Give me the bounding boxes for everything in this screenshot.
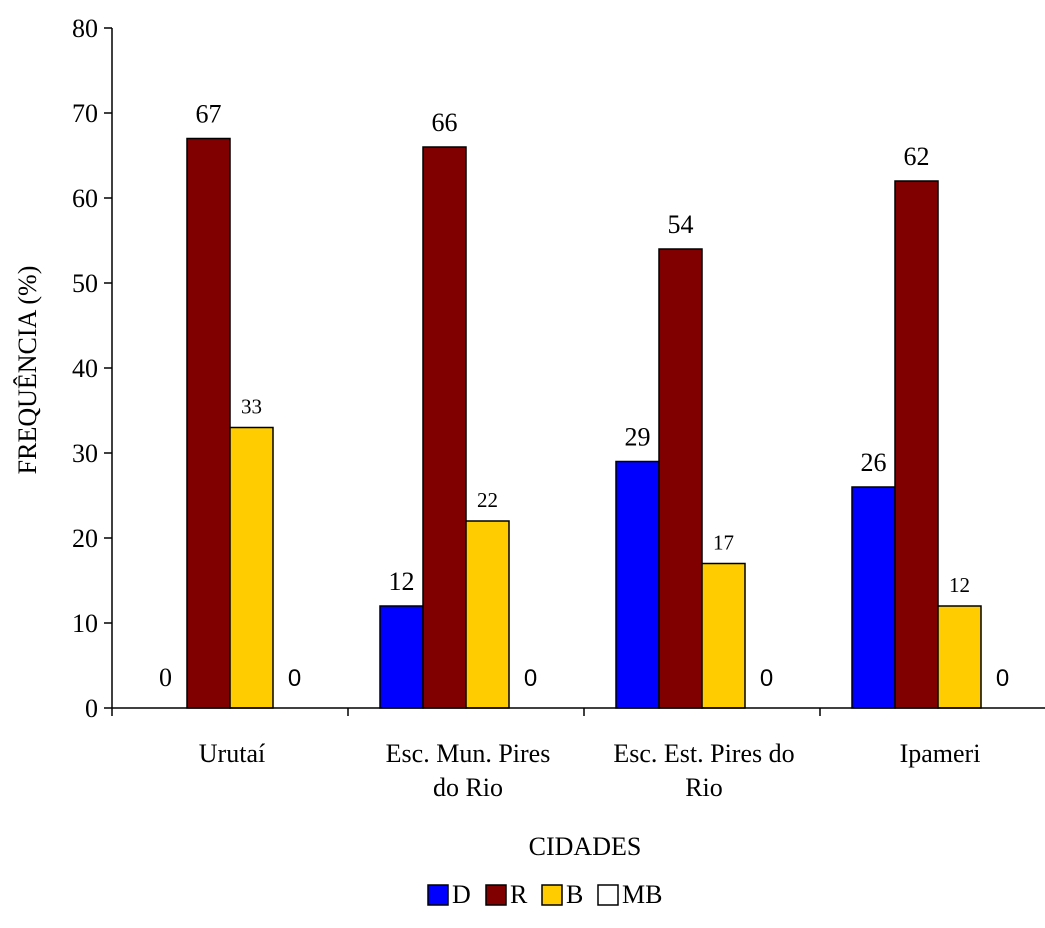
bars-layer [186, 137, 982, 709]
y-tick-label: 50 [72, 269, 98, 298]
data-labels-layer: 0 12 29 26 67 66 54 62 33 22 17 12 0 0 0 0 [159, 100, 1009, 693]
y-tick-label: 0 [85, 694, 98, 723]
legend-label-b: B [566, 880, 583, 909]
y-tick-label: 40 [72, 354, 98, 383]
y-tick-label: 80 [72, 14, 98, 43]
x-axis-label: CIDADES [529, 832, 642, 861]
y-tick-label: 10 [72, 609, 98, 638]
bar-r [894, 180, 939, 709]
data-label-d: 0 [159, 663, 172, 692]
data-label-b: 33 [241, 395, 262, 419]
bar-d [851, 486, 896, 709]
data-label-r: 66 [432, 108, 458, 137]
x-tick-label: Esc. Est. Pires do Rio [613, 739, 794, 802]
bar-b [465, 520, 510, 709]
data-label-r: 54 [668, 210, 694, 239]
data-label-mb: 0 [996, 665, 1009, 692]
bar-b [701, 562, 746, 709]
y-tick-label: 20 [72, 524, 98, 553]
data-label-mb: 0 [760, 665, 773, 692]
legend-swatch-mb [597, 884, 619, 906]
data-label-b: 12 [949, 573, 970, 597]
legend: D R B MB [427, 880, 662, 909]
y-tick-label: 70 [72, 99, 98, 128]
bar-r [658, 248, 703, 709]
x-tick-label: Esc. Mun. Pires do Rio [386, 739, 551, 802]
legend-label-r: R [510, 880, 528, 909]
x-tick-label: Ipameri [900, 739, 981, 768]
legend-label-d: D [452, 880, 471, 909]
bar-b [937, 605, 982, 709]
y-tick-label: 60 [72, 184, 98, 213]
axes-layer: 0 10 20 30 40 50 60 70 80 Urutaí Esc. Mun. Pires do… [72, 14, 1045, 802]
data-label-d: 12 [389, 567, 415, 596]
data-label-mb: 0 [288, 665, 301, 692]
bar-r [186, 137, 231, 709]
y-tick-label: 30 [72, 439, 98, 468]
data-label-d: 26 [861, 448, 887, 477]
bar-b [229, 426, 274, 709]
data-label-b: 17 [713, 531, 734, 555]
legend-label-mb: MB [622, 880, 662, 909]
legend-swatch-b [541, 884, 563, 906]
x-tick-label: Urutaí [199, 739, 265, 768]
bar-d [615, 460, 660, 709]
data-label-d: 29 [625, 423, 651, 452]
y-axis-label: FREQUÊNCIA (%) [13, 266, 42, 475]
data-label-mb: 0 [524, 665, 537, 692]
legend-swatch-r [485, 884, 507, 906]
bar-r [422, 146, 467, 709]
bar-d [379, 605, 424, 709]
data-label-b: 22 [477, 488, 498, 512]
data-label-r: 62 [904, 142, 930, 171]
data-label-r: 67 [196, 100, 222, 129]
legend-swatch-d [427, 884, 449, 906]
